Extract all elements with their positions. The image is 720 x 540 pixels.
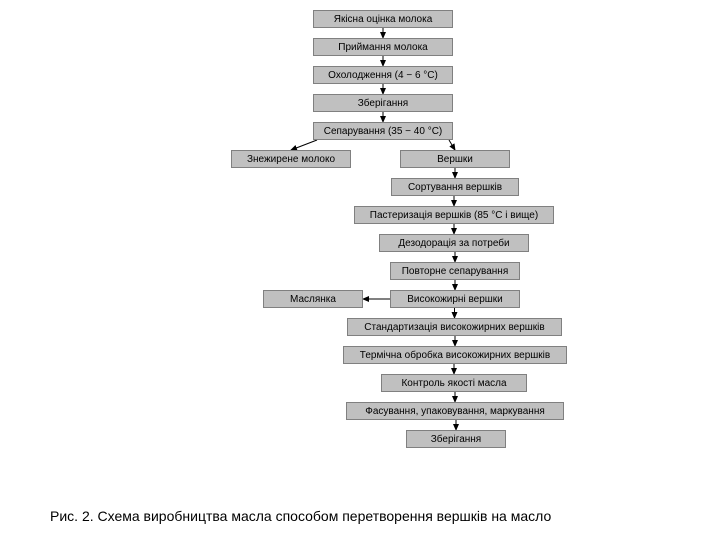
flow-node-label: Сортування вершків <box>408 182 502 193</box>
flow-node-n5: Сепарування (35 − 40 °С) <box>313 122 453 140</box>
flow-node-label: Маслянка <box>290 294 336 305</box>
flow-node-n12: Маслянка <box>263 290 363 308</box>
flow-node-label: Пастеризація вершків (85 °С і вище) <box>370 210 538 221</box>
flow-node-n14: Стандартизація високожирних вершків <box>347 318 562 336</box>
flow-node-label: Стандартизація високожирних вершків <box>364 322 544 333</box>
flow-node-n11: Повторне сепарування <box>390 262 520 280</box>
flow-node-n3: Охолодження (4 − 6 °С) <box>313 66 453 84</box>
flow-node-label: Термічна обробка високожирних вершків <box>360 350 550 361</box>
flow-node-n17: Фасування, упаковування, маркування <box>346 402 564 420</box>
flow-node-label: Якісна оцінка молока <box>334 14 433 25</box>
flow-node-n2: Приймання молока <box>313 38 453 56</box>
flow-node-n15: Термічна обробка високожирних вершків <box>343 346 567 364</box>
flow-node-label: Фасування, упаковування, маркування <box>365 406 545 417</box>
flow-node-label: Вершки <box>437 154 473 165</box>
flow-node-n1: Якісна оцінка молока <box>313 10 453 28</box>
flow-node-label: Контроль якості масла <box>401 378 506 389</box>
flow-node-label: Охолодження (4 − 6 °С) <box>328 70 438 81</box>
flow-node-n9: Пастеризація вершків (85 °С і вище) <box>354 206 554 224</box>
flow-node-n10: Дезодорація за потреби <box>379 234 529 252</box>
flow-node-label: Повторне сепарування <box>402 266 509 277</box>
flow-node-n13: Високожирні вершки <box>390 290 520 308</box>
figure-caption: Рис. 2. Схема виробництва масла способом… <box>50 508 551 524</box>
flow-node-n6: Знежирене молоко <box>231 150 351 168</box>
flow-node-n7: Вершки <box>400 150 510 168</box>
flow-node-label: Зберігання <box>358 98 408 109</box>
flow-node-n18: Зберігання <box>406 430 506 448</box>
flow-node-n8: Сортування вершків <box>391 178 519 196</box>
flow-node-label: Сепарування (35 − 40 °С) <box>324 126 443 137</box>
flow-node-n4: Зберігання <box>313 94 453 112</box>
flow-node-label: Приймання молока <box>338 42 427 53</box>
flow-node-label: Високожирні вершки <box>407 294 503 305</box>
flow-node-label: Зберігання <box>431 434 481 445</box>
flowchart-canvas: Якісна оцінка молока Приймання молока Охол… <box>0 0 720 540</box>
flow-node-n16: Контроль якості масла <box>381 374 527 392</box>
flow-node-label: Знежирене молоко <box>247 154 335 165</box>
flow-node-label: Дезодорація за потреби <box>398 238 509 249</box>
